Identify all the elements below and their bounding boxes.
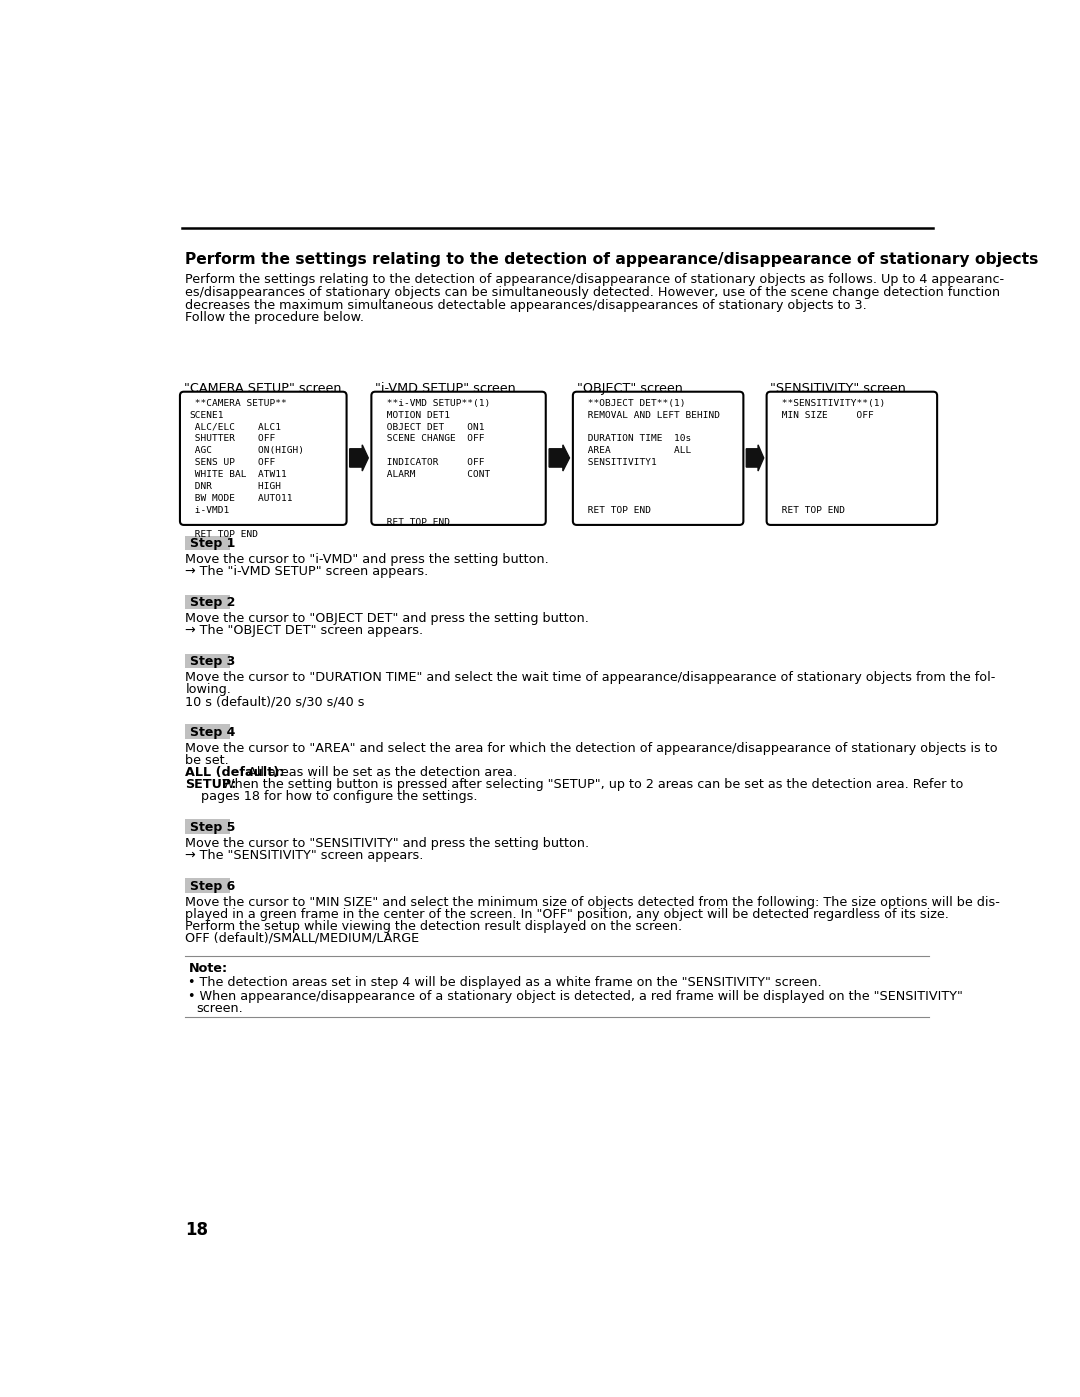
Text: → The "i-VMD SETUP" screen appears.: → The "i-VMD SETUP" screen appears. [186, 566, 429, 578]
Text: Move the cursor to "SENSITIVITY" and press the setting button.: Move the cursor to "SENSITIVITY" and pre… [186, 837, 590, 849]
Text: Move the cursor to "OBJECT DET" and press the setting button.: Move the cursor to "OBJECT DET" and pres… [186, 612, 590, 626]
FancyBboxPatch shape [767, 391, 937, 525]
Text: be set.: be set. [186, 754, 229, 767]
FancyBboxPatch shape [186, 535, 230, 550]
Text: → The "OBJECT DET" screen appears.: → The "OBJECT DET" screen appears. [186, 624, 423, 637]
FancyBboxPatch shape [186, 595, 230, 609]
Text: Step 1: Step 1 [190, 538, 235, 550]
Text: "i-VMD SETUP" screen: "i-VMD SETUP" screen [375, 381, 516, 395]
Text: Perform the settings relating to the detection of appearance/disappearance of st: Perform the settings relating to the det… [186, 253, 1039, 267]
Text: Move the cursor to "AREA" and select the area for which the detection of appeara: Move the cursor to "AREA" and select the… [186, 742, 998, 754]
Polygon shape [549, 444, 569, 471]
Text: "OBJECT" screen: "OBJECT" screen [577, 381, 683, 395]
Text: Note:: Note: [189, 963, 228, 975]
Polygon shape [350, 444, 368, 471]
Text: → The "SENSITIVITY" screen appears.: → The "SENSITIVITY" screen appears. [186, 849, 423, 862]
Text: 18: 18 [186, 1221, 208, 1239]
Text: "CAMERA SETUP" screen: "CAMERA SETUP" screen [184, 381, 341, 395]
Text: ALL (default):: ALL (default): [186, 766, 285, 780]
Text: lowing.: lowing. [186, 683, 231, 696]
Text: **SENSITIVITY**(1)
 MIN SIZE     OFF







 RET TOP END: **SENSITIVITY**(1) MIN SIZE OFF RET TOP … [775, 398, 886, 515]
FancyBboxPatch shape [180, 391, 347, 525]
Text: Step 3: Step 3 [190, 655, 235, 668]
Text: Perform the settings relating to the detection of appearance/disappearance of st: Perform the settings relating to the det… [186, 274, 1004, 286]
Text: Move the cursor to "MIN SIZE" and select the minimum size of objects detected fr: Move the cursor to "MIN SIZE" and select… [186, 895, 1000, 908]
Text: Step 5: Step 5 [190, 820, 235, 834]
Text: "SENSITIVITY" screen: "SENSITIVITY" screen [770, 381, 906, 395]
Text: **CAMERA SETUP**
SCENE1
 ALC/ELC    ALC1
 SHUTTER    OFF
 AGC        ON(HIGH)
 S: **CAMERA SETUP** SCENE1 ALC/ELC ALC1 SHU… [189, 398, 305, 539]
FancyBboxPatch shape [572, 391, 743, 525]
Text: All areas will be set as the detection area.: All areas will be set as the detection a… [243, 766, 516, 780]
Text: decreases the maximum simultaneous detectable appearances/disappearances of stat: decreases the maximum simultaneous detec… [186, 299, 867, 312]
Text: Follow the procedure below.: Follow the procedure below. [186, 312, 364, 324]
Text: Step 2: Step 2 [190, 597, 235, 609]
Text: When the setting button is pressed after selecting "SETUP", up to 2 areas can be: When the setting button is pressed after… [218, 778, 963, 791]
FancyBboxPatch shape [186, 654, 230, 668]
Text: **i-VMD SETUP**(1)
 MOTION DET1
 OBJECT DET    ON1
 SCENE CHANGE  OFF

 INDICATO: **i-VMD SETUP**(1) MOTION DET1 OBJECT DE… [380, 398, 490, 527]
Text: Perform the setup while viewing the detection result displayed on the screen.: Perform the setup while viewing the dete… [186, 919, 683, 933]
Text: • When appearance/disappearance of a stationary object is detected, a red frame : • When appearance/disappearance of a sta… [189, 989, 963, 1003]
Text: es/disappearances of stationary objects can be simultaneously detected. However,: es/disappearances of stationary objects … [186, 286, 1000, 299]
Text: SETUP:: SETUP: [186, 778, 237, 791]
FancyBboxPatch shape [186, 725, 230, 739]
Text: OFF (default)/SMALL/MEDIUM/LARGE: OFF (default)/SMALL/MEDIUM/LARGE [186, 932, 419, 944]
FancyBboxPatch shape [186, 877, 230, 893]
Text: Step 6: Step 6 [190, 880, 235, 893]
Polygon shape [746, 444, 764, 471]
Text: Move the cursor to "i-VMD" and press the setting button.: Move the cursor to "i-VMD" and press the… [186, 553, 549, 566]
Text: • The detection areas set in step 4 will be displayed as a white frame on the "S: • The detection areas set in step 4 will… [189, 977, 822, 989]
Text: **OBJECT DET**(1)
 REMOVAL AND LEFT BEHIND

 DURATION TIME  10s
 AREA           : **OBJECT DET**(1) REMOVAL AND LEFT BEHIN… [582, 398, 720, 515]
Text: played in a green frame in the center of the screen. In "OFF" position, any obje: played in a green frame in the center of… [186, 908, 949, 921]
Text: 10 s (default)/20 s/30 s/40 s: 10 s (default)/20 s/30 s/40 s [186, 696, 365, 708]
Text: pages 18 for how to configure the settings.: pages 18 for how to configure the settin… [186, 789, 477, 803]
FancyBboxPatch shape [372, 391, 545, 525]
FancyBboxPatch shape [186, 819, 230, 834]
Text: Step 4: Step 4 [190, 726, 235, 739]
Text: Move the cursor to "DURATION TIME" and select the wait time of appearance/disapp: Move the cursor to "DURATION TIME" and s… [186, 671, 996, 685]
Text: screen.: screen. [197, 1002, 243, 1014]
